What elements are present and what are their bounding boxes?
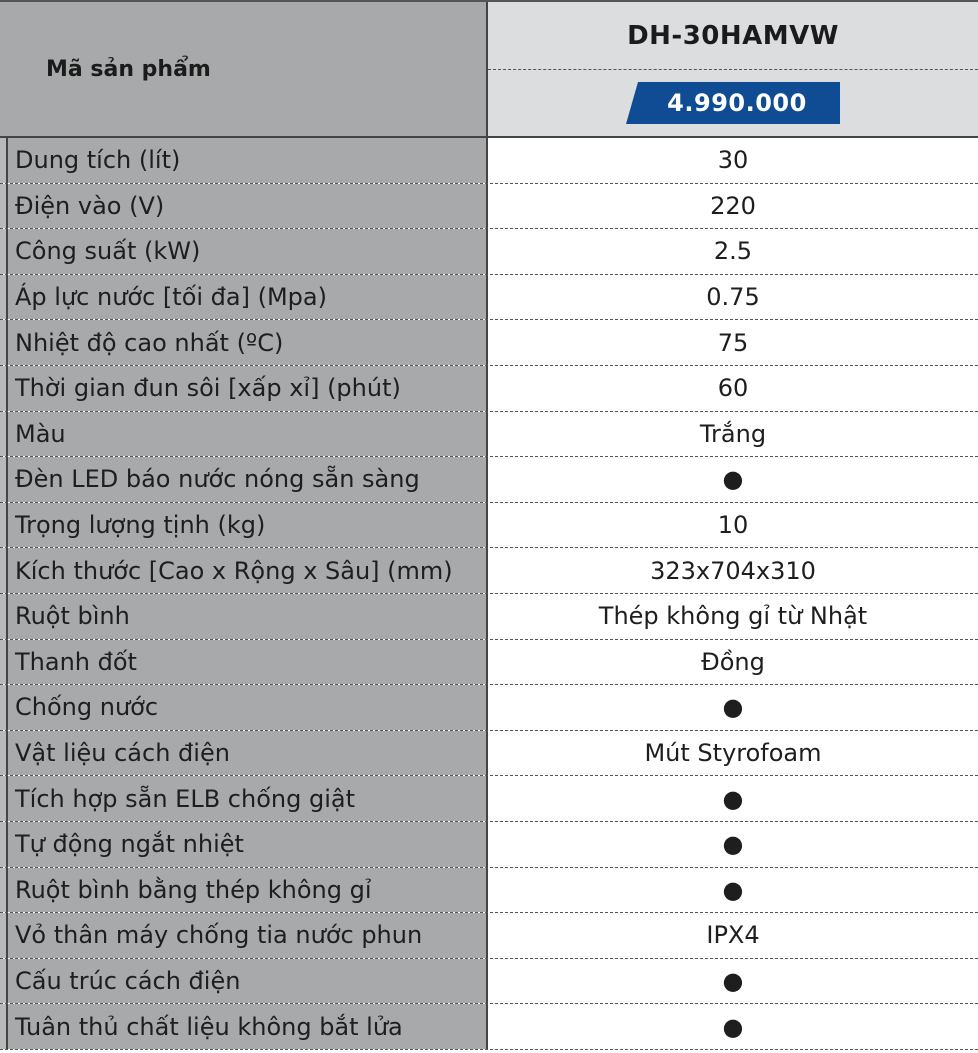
- table-row: Tự động ngắt nhiệt ●: [0, 821, 978, 868]
- row-label-cell: Thời gian đun sôi [xấp xỉ] (phút): [0, 365, 488, 411]
- row-value: IPX4: [488, 913, 978, 958]
- table-row: Ruột bình bằng thép không gỉ ●: [0, 867, 978, 914]
- table-row: Trọng lượng tịnh (kg) 10: [0, 502, 978, 549]
- table-row: Thanh đốt Đồng: [0, 639, 978, 686]
- row-label-cell: Công suất (kW): [0, 229, 488, 274]
- table-row: Công suất (kW) 2.5: [0, 229, 978, 275]
- row-label: Tích hợp sẵn ELB chống giật: [15, 784, 355, 813]
- row-label-cell: Dung tích (lít): [0, 138, 488, 183]
- row-label-cell: Chống nước: [0, 685, 488, 730]
- table-row: Đèn LED báo nước nóng sẵn sàng ●: [0, 457, 978, 503]
- row-value: 75: [488, 320, 978, 365]
- row-label-cell: Tuân thủ chất liệu không bắt lửa: [0, 1004, 488, 1049]
- row-label-cell: Nhiệt độ cao nhất (ºC): [0, 320, 488, 365]
- row-label-cell: Vật liệu cách điện: [0, 730, 488, 776]
- row-label-cell: Trọng lượng tịnh (kg): [0, 502, 488, 548]
- table-row: Tuân thủ chất liệu không bắt lửa ●: [0, 1004, 978, 1050]
- row-value: ●: [488, 867, 978, 913]
- spec-rows: Dung tích (lít) 30 Điện vào (V) 220 Công s…: [0, 138, 978, 1050]
- row-label: Kích thước [Cao x Rộng x Sâu] (mm): [15, 556, 453, 585]
- price-wrap: 4.990.000: [488, 70, 978, 136]
- table-row: Thời gian đun sôi [xấp xỉ] (phút) 60: [0, 365, 978, 412]
- row-label-cell: Điện vào (V): [0, 183, 488, 229]
- row-value: 2.5: [488, 229, 978, 274]
- row-label-cell: Ruột bình bằng thép không gỉ: [0, 867, 488, 913]
- row-label: Thời gian đun sôi [xấp xỉ] (phút): [15, 374, 401, 403]
- table-row: Dung tích (lít) 30: [0, 138, 978, 184]
- product-code-label: Mã sản phẩm: [46, 56, 211, 82]
- row-label: Cấu trúc cách điện: [15, 966, 241, 995]
- table-row: Màu Trắng: [0, 411, 978, 458]
- row-label-cell: Màu: [0, 411, 488, 457]
- model-name: DH-30HAMVW: [488, 2, 978, 70]
- row-label-cell: Kích thước [Cao x Rộng x Sâu] (mm): [0, 548, 488, 593]
- row-value: ●: [488, 958, 978, 1004]
- row-label-cell: Đèn LED báo nước nóng sẵn sàng: [0, 457, 488, 502]
- row-value: ●: [488, 457, 978, 502]
- table-row: Ruột bình Thép không gỉ từ Nhật: [0, 593, 978, 640]
- table-row: Cấu trúc cách điện ●: [0, 958, 978, 1005]
- row-value: ●: [488, 685, 978, 730]
- row-value: ●: [488, 776, 978, 821]
- row-label: Công suất (kW): [15, 237, 201, 266]
- row-label: Chống nước: [15, 693, 159, 722]
- row-label: Tuân thủ chất liệu không bắt lửa: [15, 1012, 403, 1041]
- row-label-cell: Cấu trúc cách điện: [0, 958, 488, 1004]
- row-label: Đèn LED báo nước nóng sẵn sàng: [15, 465, 420, 494]
- row-value: 60: [488, 365, 978, 411]
- row-value: 30: [488, 138, 978, 183]
- row-label: Ruột bình bằng thép không gỉ: [15, 875, 372, 904]
- row-label: Vật liệu cách điện: [15, 739, 230, 768]
- row-label-cell: Tích hợp sẵn ELB chống giật: [0, 776, 488, 821]
- table-row: Vật liệu cách điện Mút Styrofoam: [0, 730, 978, 777]
- row-value: ●: [488, 821, 978, 867]
- table-header: Mã sản phẩm DH-30HAMVW 4.990.000: [0, 2, 978, 138]
- row-label-cell: Ruột bình: [0, 593, 488, 639]
- row-label-cell: Thanh đốt: [0, 639, 488, 685]
- row-label: Trọng lượng tịnh (kg): [15, 511, 266, 540]
- row-value: Đồng: [488, 639, 978, 685]
- row-value: 0.75: [488, 274, 978, 320]
- row-label: Thanh đốt: [15, 647, 137, 676]
- row-value: Trắng: [488, 411, 978, 457]
- price-badge: 4.990.000: [626, 82, 840, 124]
- row-label: Tự động ngắt nhiệt: [15, 830, 244, 859]
- table-row: Tích hợp sẵn ELB chống giật ●: [0, 776, 978, 822]
- row-value: Thép không gỉ từ Nhật: [488, 593, 978, 639]
- table-row: Điện vào (V) 220: [0, 183, 978, 230]
- row-value: 220: [488, 183, 978, 229]
- row-value: 323x704x310: [488, 548, 978, 593]
- row-label: Áp lực nước [tối đa] (Mpa): [15, 283, 327, 312]
- row-label-cell: Tự động ngắt nhiệt: [0, 821, 488, 867]
- table-row: Vỏ thân máy chống tia nước phun IPX4: [0, 913, 978, 959]
- table-row: Áp lực nước [tối đa] (Mpa) 0.75: [0, 274, 978, 321]
- row-label: Ruột bình: [15, 602, 130, 631]
- table-row: Chống nước ●: [0, 685, 978, 731]
- header-label-cell: Mã sản phẩm: [0, 2, 488, 136]
- header-model-cell: DH-30HAMVW 4.990.000: [488, 2, 978, 136]
- table-row: Kích thước [Cao x Rộng x Sâu] (mm) 323x70…: [0, 548, 978, 594]
- table-row: Nhiệt độ cao nhất (ºC) 75: [0, 320, 978, 366]
- row-label: Điện vào (V): [15, 191, 165, 220]
- row-label-cell: Áp lực nước [tối đa] (Mpa): [0, 274, 488, 320]
- row-label: Màu: [15, 419, 66, 448]
- row-value: ●: [488, 1004, 978, 1049]
- row-label-cell: Vỏ thân máy chống tia nước phun: [0, 913, 488, 958]
- row-value: Mút Styrofoam: [488, 730, 978, 776]
- row-value: 10: [488, 502, 978, 548]
- row-label: Dung tích (lít): [15, 146, 181, 175]
- row-label: Vỏ thân máy chống tia nước phun: [15, 921, 423, 950]
- row-label: Nhiệt độ cao nhất (ºC): [15, 328, 284, 357]
